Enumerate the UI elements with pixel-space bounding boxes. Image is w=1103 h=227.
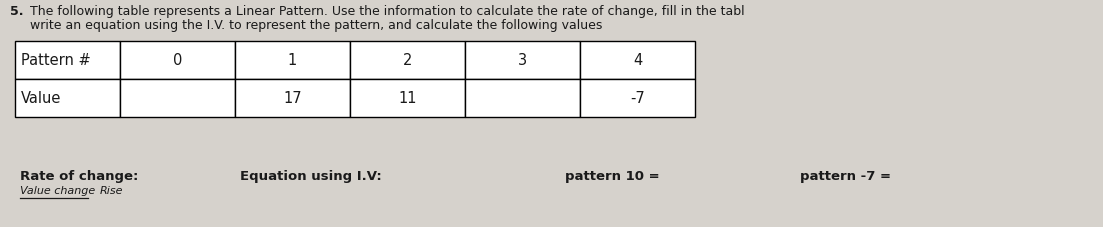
Text: 3: 3 [518, 53, 527, 68]
Text: Equation using I.V:: Equation using I.V: [240, 169, 382, 182]
Text: Pattern #: Pattern # [21, 53, 90, 68]
Text: 5.: 5. [10, 5, 23, 18]
Text: -7: -7 [630, 91, 645, 106]
Bar [580, 80, 695, 118]
Text: pattern -7 =: pattern -7 = [800, 169, 891, 182]
Bar [15, 42, 120, 80]
Bar [120, 80, 235, 118]
Bar [15, 80, 120, 118]
Bar [580, 42, 695, 80]
Text: Value change: Value change [20, 185, 95, 195]
Text: 1: 1 [288, 53, 297, 68]
Bar [465, 80, 580, 118]
Text: Rise: Rise [100, 185, 124, 195]
Text: Value: Value [21, 91, 62, 106]
Text: 17: 17 [283, 91, 302, 106]
Bar [350, 42, 465, 80]
Text: 4: 4 [633, 53, 642, 68]
Bar [235, 42, 350, 80]
Text: pattern 10 =: pattern 10 = [565, 169, 660, 182]
Bar [235, 80, 350, 118]
Bar [120, 42, 235, 80]
Text: write an equation using the I.V. to represent the pattern, and calculate the fol: write an equation using the I.V. to repr… [30, 19, 602, 32]
Bar [465, 42, 580, 80]
Text: 0: 0 [173, 53, 182, 68]
Bar [350, 80, 465, 118]
Text: 11: 11 [398, 91, 417, 106]
Text: 2: 2 [403, 53, 413, 68]
Text: The following table represents a Linear Pattern. Use the information to calculat: The following table represents a Linear … [30, 5, 745, 18]
Text: Rate of change:: Rate of change: [20, 169, 138, 182]
